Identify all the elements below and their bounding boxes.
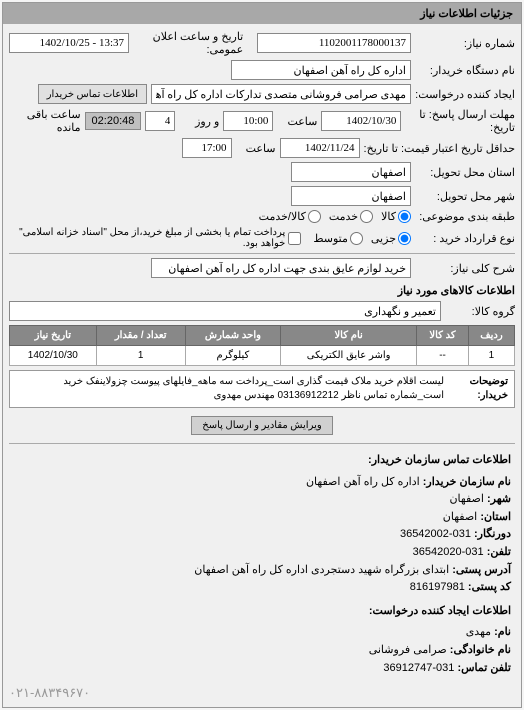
td-unit: کیلوگرم [185, 346, 280, 366]
contact-section: اطلاعات تماس سازمان خریدار: نام سازمان خ… [9, 448, 515, 681]
row-desc: شرح کلی نیاز: [9, 258, 515, 278]
contact-buyer-button[interactable]: اطلاعات تماس خریدار [38, 84, 147, 104]
request-no-label: شماره نیاز: [415, 37, 515, 50]
goods-table: ردیف کد کالا نام کالا واحد شمارش تعداد /… [9, 325, 515, 366]
th-qty: تعداد / مقدار [96, 326, 185, 346]
row-deadline: مهلت ارسال پاسخ: تا تاریخ: ساعت و روز 02… [9, 108, 515, 134]
panel-body: شماره نیاز: تاریخ و ساعت اعلان عمومی: نا… [3, 24, 521, 707]
days-label: و روز [179, 115, 219, 128]
org-city-line: شهر: اصفهان [13, 491, 511, 509]
creator-phone-line: تلفن تماس: 031-36912747 [13, 660, 511, 678]
row-province: استان محل تحویل: [9, 162, 515, 182]
desc-label: شرح کلی نیاز: [415, 262, 515, 275]
row-creator: ایجاد کننده درخواست: اطلاعات تماس خریدار [9, 84, 515, 104]
panel-title: جزئیات اطلاعات نیاز [3, 3, 521, 24]
creator-family-line: نام خانوادگی: صرامی فروشانی [13, 642, 511, 660]
radio-motevasset[interactable] [350, 232, 363, 245]
contract-checkbox[interactable] [288, 232, 301, 245]
footer-phone: ۰۲۱-۸۸۳۴۹۶۷۰ [9, 685, 515, 701]
fax-line: دورنگار: 031-36542002 [13, 526, 511, 544]
row-buyer-device: نام دستگاه خریدار: [9, 60, 515, 80]
radio-kala-label[interactable]: کالا [381, 210, 411, 223]
org-name-line: نام سازمان خریدار: اداره کل راه آهن اصفه… [13, 474, 511, 492]
divider-2 [9, 443, 515, 444]
org-province-line: استان: اصفهان [13, 509, 511, 527]
edit-submit-button[interactable]: ویرایش مقادیر و ارسال پاسخ [191, 416, 332, 435]
city-label: شهر محل تحویل: [415, 190, 515, 203]
phone-line: تلفن: 031-36542020 [13, 544, 511, 562]
contract-note-wrap: پرداخت تمام یا بخشی از مبلغ خرید،از محل … [9, 227, 301, 249]
edit-button-wrap: ویرایش مقادیر و ارسال پاسخ [9, 412, 515, 439]
radio-both-label[interactable]: کالا/خدمت [259, 210, 321, 223]
deadline-time-input[interactable] [223, 111, 273, 131]
td-qty: 1 [96, 346, 185, 366]
desc-input[interactable] [151, 258, 411, 278]
radio-both[interactable] [308, 210, 321, 223]
province-label: استان محل تحویل: [415, 166, 515, 179]
contract-label: نوع قرارداد خرید : [415, 232, 515, 245]
row-request-no: شماره نیاز: تاریخ و ساعت اعلان عمومی: [9, 30, 515, 56]
creator-name-line: نام: مهدی [13, 624, 511, 642]
category-radio-group: کالا خدمت کالا/خدمت [259, 210, 411, 223]
td-name: واشر عایق الکتریکی [281, 346, 417, 366]
row-category: طبقه بندی موضوعی: کالا خدمت کالا/خدمت [9, 210, 515, 223]
contract-note: پرداخت تمام یا بخشی از مبلغ خرید،از محل … [9, 227, 285, 249]
th-row: ردیف [468, 326, 514, 346]
days-input[interactable] [145, 111, 175, 131]
th-unit: واحد شمارش [185, 326, 280, 346]
buyer-note-label: توضیحات خریدار: [448, 375, 508, 403]
contract-radio-group: جزیی متوسط [313, 232, 411, 245]
row-city: شهر محل تحویل: [9, 186, 515, 206]
announce-input[interactable] [9, 33, 129, 53]
buyer-device-input[interactable] [231, 60, 411, 80]
buyer-note-text: لیست اقلام خرید ملاک قیمت گذاری است_پردا… [16, 375, 444, 403]
row-group: گروه کالا: [9, 301, 515, 321]
buyer-device-label: نام دستگاه خریدار: [415, 64, 515, 77]
deadline-label: مهلت ارسال پاسخ: تا تاریخ: [405, 108, 515, 134]
th-name: نام کالا [281, 326, 417, 346]
radio-kala[interactable] [398, 210, 411, 223]
group-label: گروه کالا: [445, 305, 515, 318]
city-input[interactable] [291, 186, 411, 206]
validity-time-input[interactable] [182, 138, 232, 158]
group-input[interactable] [9, 301, 441, 321]
th-date: تاریخ نیاز [10, 326, 97, 346]
td-date: 1402/10/30 [10, 346, 97, 366]
validity-label: حداقل تاریخ اعتبار قیمت: تا تاریخ: [364, 142, 515, 155]
time-label-1: ساعت [277, 115, 317, 128]
main-panel: جزئیات اطلاعات نیاز شماره نیاز: تاریخ و … [2, 2, 522, 708]
buyer-note-box: توضیحات خریدار: لیست اقلام خرید ملاک قیم… [9, 370, 515, 408]
row-validity: حداقل تاریخ اعتبار قیمت: تا تاریخ: ساعت [9, 138, 515, 158]
radio-jozi-label[interactable]: جزیی [371, 232, 411, 245]
postal-line: کد پستی: 816197981 [13, 579, 511, 597]
contact-title: اطلاعات تماس سازمان خریدار: [13, 452, 511, 470]
goods-section-title: اطلاعات کالاهای مورد نیاز [9, 284, 515, 297]
countdown-suffix: ساعت باقی مانده [9, 108, 81, 134]
countdown-timer: 02:20:48 [85, 112, 142, 130]
table-row[interactable]: 1 -- واشر عایق الکتریکی کیلوگرم 1 1402/1… [10, 346, 515, 366]
creator-contact-title: اطلاعات ایجاد کننده درخواست: [13, 603, 511, 621]
radio-khadmat[interactable] [360, 210, 373, 223]
td-row: 1 [468, 346, 514, 366]
th-code: کد کالا [417, 326, 469, 346]
deadline-date-input[interactable] [321, 111, 401, 131]
divider-1 [9, 253, 515, 254]
validity-date-input[interactable] [280, 138, 360, 158]
radio-khadmat-label[interactable]: خدمت [329, 210, 373, 223]
announce-label: تاریخ و ساعت اعلان عمومی: [133, 30, 243, 56]
creator-input[interactable] [151, 84, 411, 104]
category-label: طبقه بندی موضوعی: [415, 210, 515, 223]
creator-label: ایجاد کننده درخواست: [415, 88, 515, 101]
request-no-input[interactable] [257, 33, 411, 53]
radio-jozi[interactable] [398, 232, 411, 245]
radio-motevasset-label[interactable]: متوسط [313, 232, 363, 245]
time-label-2: ساعت [236, 142, 276, 155]
td-code: -- [417, 346, 469, 366]
province-input[interactable] [291, 162, 411, 182]
table-header-row: ردیف کد کالا نام کالا واحد شمارش تعداد /… [10, 326, 515, 346]
address-line: آدرس پستی: ابتدای بزرگراه شهید دستجردی ا… [13, 562, 511, 580]
row-contract: نوع قرارداد خرید : جزیی متوسط پرداخت تما… [9, 227, 515, 249]
